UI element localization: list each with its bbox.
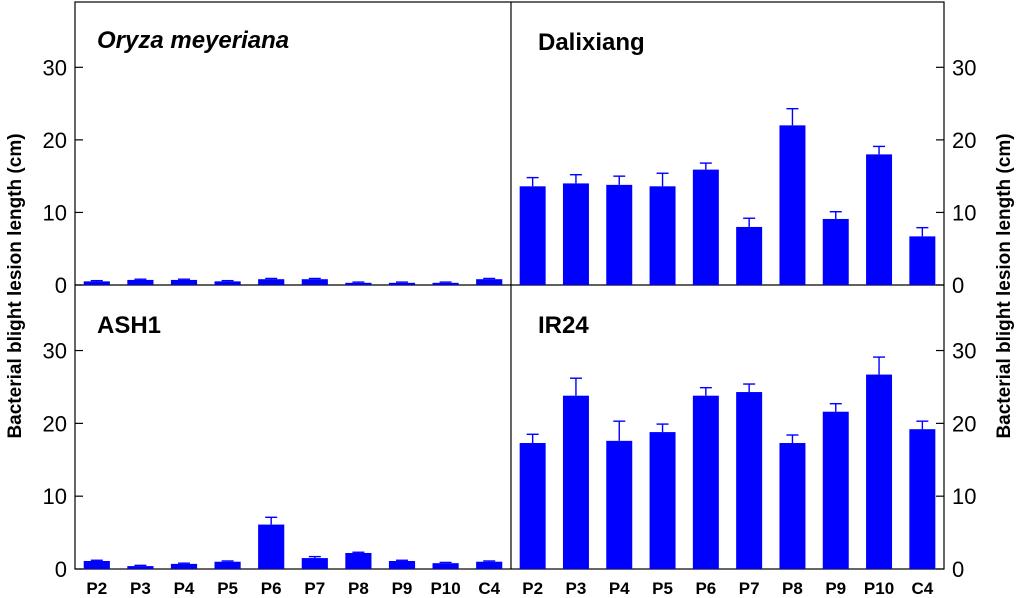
x-tick-label: P2 [86,579,107,598]
bar-top-right-P3 [562,183,589,285]
y-tick-label: 20 [952,128,976,153]
bar-bottom-left-P6 [258,524,285,569]
bar-bottom-left-P10 [432,563,459,569]
x-tick-label: P10 [864,579,894,598]
bar-bottom-right-P7 [736,392,763,569]
bar-top-right-P4 [606,184,633,285]
bar-top-right-P10 [866,154,893,285]
bar-bottom-right-P3 [562,395,589,569]
x-tick-label: P7 [304,579,325,598]
x-tick-label: P6 [695,579,716,598]
bar-top-right-P6 [692,169,719,285]
x-tick-label: P8 [348,579,369,598]
bar-top-left-P9 [388,282,416,285]
bar-bottom-right-P8 [779,443,806,569]
x-tick-label: P5 [652,579,673,598]
y-tick-label: 30 [43,339,67,364]
y-axis-title-left: Bacterial blight lesion length (cm) [5,133,26,438]
y-tick-label: 30 [43,55,67,80]
panel-title-bottom-right: IR24 [538,312,589,339]
y-tick-label: 20 [952,411,976,436]
bar-top-right-P7 [736,226,763,285]
y-tick-label: 0 [55,273,67,298]
bar-bottom-right-P4 [606,440,633,569]
y-tick-label: 20 [43,128,67,153]
x-tick-label: P9 [825,579,846,598]
y-tick-label: 30 [952,55,976,80]
y-tick-label: 10 [43,200,67,225]
y-tick-label: 20 [43,411,67,436]
bar-top-right-P5 [649,186,676,285]
bar-top-right-P2 [519,186,546,285]
x-tick-label: P2 [522,579,543,598]
x-tick-label: P3 [566,579,587,598]
bar-top-left-P8 [345,282,372,285]
bar-bottom-right-P9 [822,411,849,569]
bar-bottom-right-P10 [866,374,893,569]
y-axis-title-right: Bacterial blight lesion length (cm) [994,133,1015,438]
x-tick-label: P5 [217,579,238,598]
y-tick-label: 10 [43,484,67,509]
bar-bottom-right-C4 [909,429,936,569]
x-tick-label: P10 [430,579,460,598]
bar-top-left-P3 [127,279,154,285]
x-tick-label: P7 [739,579,760,598]
y-tick-label: 0 [952,557,964,582]
bar-bottom-left-P2 [83,560,110,569]
bar-bottom-left-P9 [388,560,416,569]
x-tick-label: C4 [478,579,500,598]
bar-top-left-P4 [170,279,198,285]
bar-top-left-P7 [301,279,328,285]
bar-bottom-left-P7 [301,558,328,569]
bar-bottom-right-P2 [519,443,546,569]
x-tick-label: P4 [609,579,630,598]
y-tick-label: 0 [952,273,964,298]
y-tick-label: 0 [55,557,67,582]
panel-title-top-left: Oryza meyeriana [97,27,289,54]
panel-title-bottom-left: ASH1 [97,312,161,339]
bar-bottom-left-P4 [170,563,198,569]
x-tick-label: C4 [911,579,933,598]
bar-bottom-right-P6 [692,395,719,569]
bar-top-left-P5 [214,281,241,285]
bar-bottom-right-P5 [649,432,676,569]
y-tick-label: 10 [952,200,976,225]
panel-title-top-right: Dalixiang [538,29,645,56]
bar-bottom-left-C4 [476,561,503,569]
bar-top-right-P9 [822,218,849,285]
bar-top-right-C4 [909,236,936,285]
plot-area: Oryza meyeriana 0 10 20 30 Dalixiang 0 10 20 30 AS… [43,1,976,598]
bar-bottom-left-P3 [127,566,154,569]
y-tick-label: 10 [952,484,976,509]
y-tick-label: 30 [952,339,976,364]
x-tick-label: P9 [392,579,413,598]
bar-bottom-left-P8 [345,552,372,569]
x-tick-label: P3 [130,579,151,598]
bar-top-left-P2 [83,281,110,285]
bar-top-left-P6 [258,279,285,285]
x-tick-label: P6 [261,579,282,598]
x-tick-label: P8 [782,579,803,598]
bar-bottom-left-P5 [214,561,241,569]
bar-top-right-P8 [779,125,806,285]
x-tick-label: P4 [174,579,195,598]
bar-top-left-P10 [432,282,459,285]
bar-top-left-C4 [476,279,503,285]
